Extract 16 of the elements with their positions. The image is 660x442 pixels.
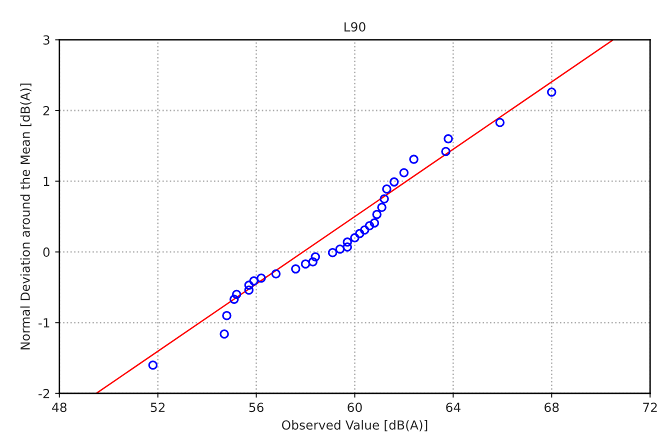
x-axis-title: Observed Value [dB(A)] — [282, 420, 428, 432]
y-tick-label: -1 — [38, 318, 50, 328]
y-axis-title: Normal Deviation around the Mean [dB(A)] — [20, 84, 32, 350]
x-tick-label: 52 — [150, 402, 165, 412]
x-tick-label: 60 — [348, 402, 362, 412]
chart-title: L90 — [344, 22, 366, 32]
y-tick-label: 3 — [43, 35, 50, 45]
y-tick-label: 1 — [44, 176, 50, 186]
y-tick-label: 2 — [43, 106, 50, 116]
x-tick-label: 56 — [249, 402, 264, 412]
x-tick-label: 64 — [446, 402, 460, 412]
y-tick-label: -2 — [38, 388, 50, 398]
x-tick-label: 72 — [643, 402, 657, 412]
x-tick-label: 48 — [52, 402, 66, 412]
y-tick-label: 0 — [43, 247, 50, 257]
x-tick-label: 68 — [544, 402, 559, 412]
